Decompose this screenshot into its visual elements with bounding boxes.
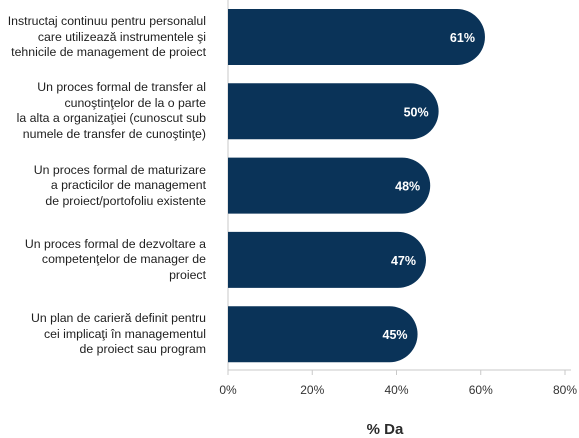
bar-value-label: 47%: [391, 254, 416, 268]
bar-value-label: 61%: [450, 31, 475, 45]
x-tick-label: 80%: [553, 383, 577, 397]
bar: [228, 83, 439, 140]
x-tick-label: 40%: [384, 383, 408, 397]
bar: [228, 157, 431, 214]
bar-value-label: 50%: [404, 105, 429, 119]
category-label: Un proces formal de dezvoltare a compete…: [24, 236, 206, 282]
bar: [228, 9, 485, 65]
category-label: Un plan de carieră definit pentru cei im…: [31, 310, 206, 356]
bar: [228, 306, 418, 363]
x-axis-title: % Da: [366, 421, 404, 438]
x-tick-label: 20%: [300, 383, 324, 397]
category-label: Un proces formal de maturizare a practic…: [33, 162, 206, 208]
category-label: Instructaj continuu pentru personalul ca…: [7, 13, 206, 59]
category-label: Un proces formal de transfer al cunoştin…: [16, 80, 206, 141]
x-tick-label: 0%: [219, 383, 237, 397]
bar-value-label: 48%: [395, 180, 420, 194]
bar: [228, 231, 426, 288]
x-tick-label: 60%: [469, 383, 493, 397]
bar-value-label: 45%: [383, 328, 408, 342]
